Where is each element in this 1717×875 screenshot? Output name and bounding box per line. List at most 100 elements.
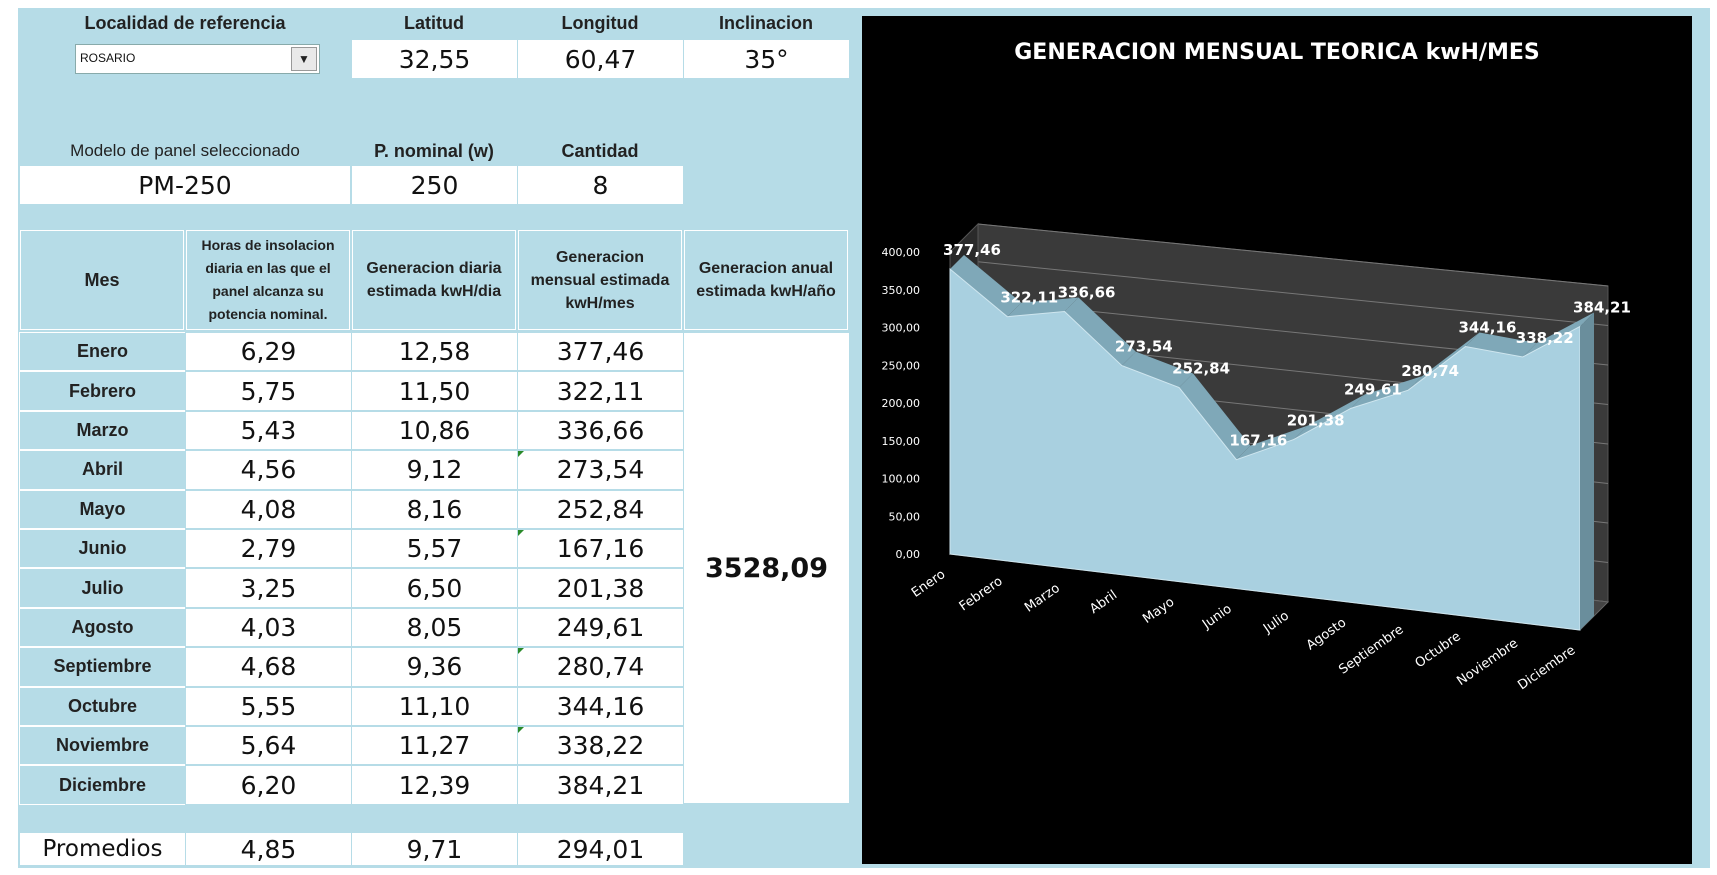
promedio-horas[interactable]: 4,85 bbox=[185, 832, 352, 866]
x-tick-label: Junio bbox=[1199, 602, 1235, 633]
chart-area-ribbon bbox=[1408, 332, 1480, 391]
table-cell-mensual[interactable]: 249,61 bbox=[517, 607, 684, 648]
chevron-down-icon[interactable]: ▼ bbox=[291, 47, 317, 71]
table-cell-mensual[interactable]: 338,22 bbox=[517, 726, 684, 766]
table-cell-diaria[interactable]: 8,05 bbox=[351, 607, 518, 648]
header-localidad: Localidad de referencia bbox=[84, 12, 286, 33]
inclinacion-value[interactable]: 35° bbox=[683, 39, 850, 79]
table-cell-mes: Febrero bbox=[19, 371, 186, 411]
y-tick-label: 0,00 bbox=[896, 548, 921, 561]
table-cell-diaria[interactable]: 11,50 bbox=[351, 371, 518, 411]
x-tick-label: Abril bbox=[1087, 588, 1120, 617]
table-cell-diaria[interactable]: 9,36 bbox=[351, 647, 518, 687]
table-cell-horas[interactable]: 5,64 bbox=[185, 726, 352, 766]
x-tick-label: Noviembre bbox=[1454, 636, 1521, 689]
table-cell-mensual[interactable]: 384,21 bbox=[517, 765, 684, 805]
localidad-dropdown[interactable]: ROSARIO ▼ bbox=[75, 44, 320, 74]
data-label: 249,61 bbox=[1344, 380, 1402, 398]
data-label: 338,22 bbox=[1516, 329, 1574, 347]
header-cantidad: Cantidad bbox=[561, 140, 639, 161]
x-tick-label: Enero bbox=[909, 567, 948, 601]
x-tick-label: Agosto bbox=[1304, 615, 1349, 653]
y-tick-label: 50,00 bbox=[889, 510, 921, 523]
table-cell-diaria[interactable]: 8,16 bbox=[351, 489, 518, 529]
data-label: 273,54 bbox=[1115, 338, 1173, 356]
table-cell-diaria[interactable]: 5,57 bbox=[351, 529, 518, 569]
table-cell-horas[interactable]: 4,68 bbox=[185, 647, 352, 687]
table-cell-horas[interactable]: 2,79 bbox=[185, 529, 352, 569]
table-cell-mensual[interactable]: 273,54 bbox=[517, 450, 684, 490]
x-tick-label: Octubre bbox=[1413, 629, 1464, 671]
latitud-value[interactable]: 32,55 bbox=[351, 39, 518, 79]
table-cell-mensual[interactable]: 167,16 bbox=[517, 529, 684, 569]
y-tick-label: 250,00 bbox=[882, 359, 921, 372]
table-cell-diaria[interactable]: 6,50 bbox=[351, 568, 518, 608]
modelo-value[interactable]: PM-250 bbox=[19, 165, 351, 205]
x-tick-label: Septiembre bbox=[1336, 622, 1406, 677]
chart-gridline bbox=[977, 223, 1609, 287]
table-cell-mes: Marzo bbox=[19, 410, 186, 451]
table-cell-mes: Enero bbox=[19, 332, 186, 372]
table-cell-horas[interactable]: 6,20 bbox=[185, 765, 352, 805]
promedios-label: Promedios bbox=[19, 832, 186, 866]
table-cell-mes: Octubre bbox=[19, 686, 186, 726]
table-cell-horas[interactable]: 5,55 bbox=[185, 686, 352, 726]
chart-title: GENERACION MENSUAL TEORICA kwH/MES bbox=[1014, 40, 1540, 65]
table-cell-mes: Diciembre bbox=[19, 765, 186, 805]
table-cell-horas[interactable]: 5,43 bbox=[185, 410, 352, 451]
data-label: 201,38 bbox=[1287, 412, 1345, 430]
table-cell-diaria[interactable]: 12,58 bbox=[351, 332, 518, 372]
table-cell-diaria[interactable]: 12,39 bbox=[351, 765, 518, 805]
comment-indicator-icon bbox=[518, 530, 524, 536]
table-cell-diaria[interactable]: 10,86 bbox=[351, 410, 518, 451]
table-cell-diaria[interactable]: 11,10 bbox=[351, 686, 518, 726]
data-label: 377,46 bbox=[943, 241, 1001, 259]
x-tick-label: Marzo bbox=[1022, 581, 1063, 616]
chart-gridline bbox=[977, 261, 1609, 326]
promedio-mensual[interactable]: 294,01 bbox=[517, 832, 684, 866]
table-cell-mensual[interactable]: 201,38 bbox=[517, 568, 684, 608]
table-cell-mes: Septiembre bbox=[19, 647, 186, 687]
chart-area: GENERACION MENSUAL TEORICA kwH/MES 0,00 5… bbox=[862, 16, 1692, 864]
col-header-diaria: Generacion diaria estimada kwH/dia bbox=[352, 230, 516, 330]
table-cell-horas[interactable]: 6,29 bbox=[185, 332, 352, 372]
chart-area-ribbon bbox=[1121, 351, 1194, 388]
col-header-anual: Generacion anual estimada kwH/año bbox=[684, 230, 848, 330]
chart-area-side bbox=[1580, 312, 1594, 630]
table-cell-mensual[interactable]: 322,11 bbox=[517, 371, 684, 411]
table-cell-horas[interactable]: 4,03 bbox=[185, 607, 352, 648]
table-cell-horas[interactable]: 4,08 bbox=[185, 489, 352, 529]
promedio-diaria[interactable]: 9,71 bbox=[351, 832, 518, 866]
y-tick-label: 350,00 bbox=[882, 284, 921, 297]
table-cell-mensual[interactable]: 252,84 bbox=[517, 489, 684, 529]
table-cell-horas[interactable]: 5,75 bbox=[185, 371, 352, 411]
table-cell-mensual[interactable]: 344,16 bbox=[517, 686, 684, 726]
annual-total[interactable]: 3528,09 bbox=[683, 332, 850, 804]
data-label: 322,11 bbox=[1000, 289, 1058, 307]
table-cell-mensual[interactable]: 336,66 bbox=[517, 410, 684, 451]
table-cell-mensual[interactable]: 377,46 bbox=[517, 332, 684, 372]
table-cell-diaria[interactable]: 11,27 bbox=[351, 726, 518, 766]
x-tick-label: Febrero bbox=[957, 574, 1006, 614]
chart-area-ribbon bbox=[1293, 394, 1365, 440]
comment-indicator-icon bbox=[518, 648, 524, 655]
table-cell-mensual[interactable]: 280,74 bbox=[517, 647, 684, 687]
nominal-value[interactable]: 250 bbox=[351, 165, 518, 205]
table-cell-horas[interactable]: 4,56 bbox=[185, 450, 352, 490]
table-cell-mes: Agosto bbox=[19, 607, 186, 648]
y-tick-label: 150,00 bbox=[882, 435, 921, 448]
table-cell-diaria[interactable]: 9,12 bbox=[351, 450, 518, 490]
header-nominal: P. nominal (w) bbox=[374, 140, 494, 161]
chart-area-ribbon bbox=[1007, 297, 1079, 317]
col-header-mes: Mes bbox=[20, 230, 184, 330]
chart-area-series bbox=[949, 267, 1581, 631]
table-cell-horas[interactable]: 3,25 bbox=[185, 568, 352, 608]
header-latitud: Latitud bbox=[404, 12, 464, 33]
table-cell-mes: Julio bbox=[19, 568, 186, 608]
data-label: 252,84 bbox=[1172, 360, 1230, 378]
data-label: 344,16 bbox=[1459, 318, 1517, 336]
chart-area-ribbon bbox=[1350, 376, 1423, 409]
cantidad-value[interactable]: 8 bbox=[517, 165, 684, 205]
longitud-value[interactable]: 60,47 bbox=[517, 39, 684, 79]
table-cell-mes: Mayo bbox=[19, 489, 186, 529]
